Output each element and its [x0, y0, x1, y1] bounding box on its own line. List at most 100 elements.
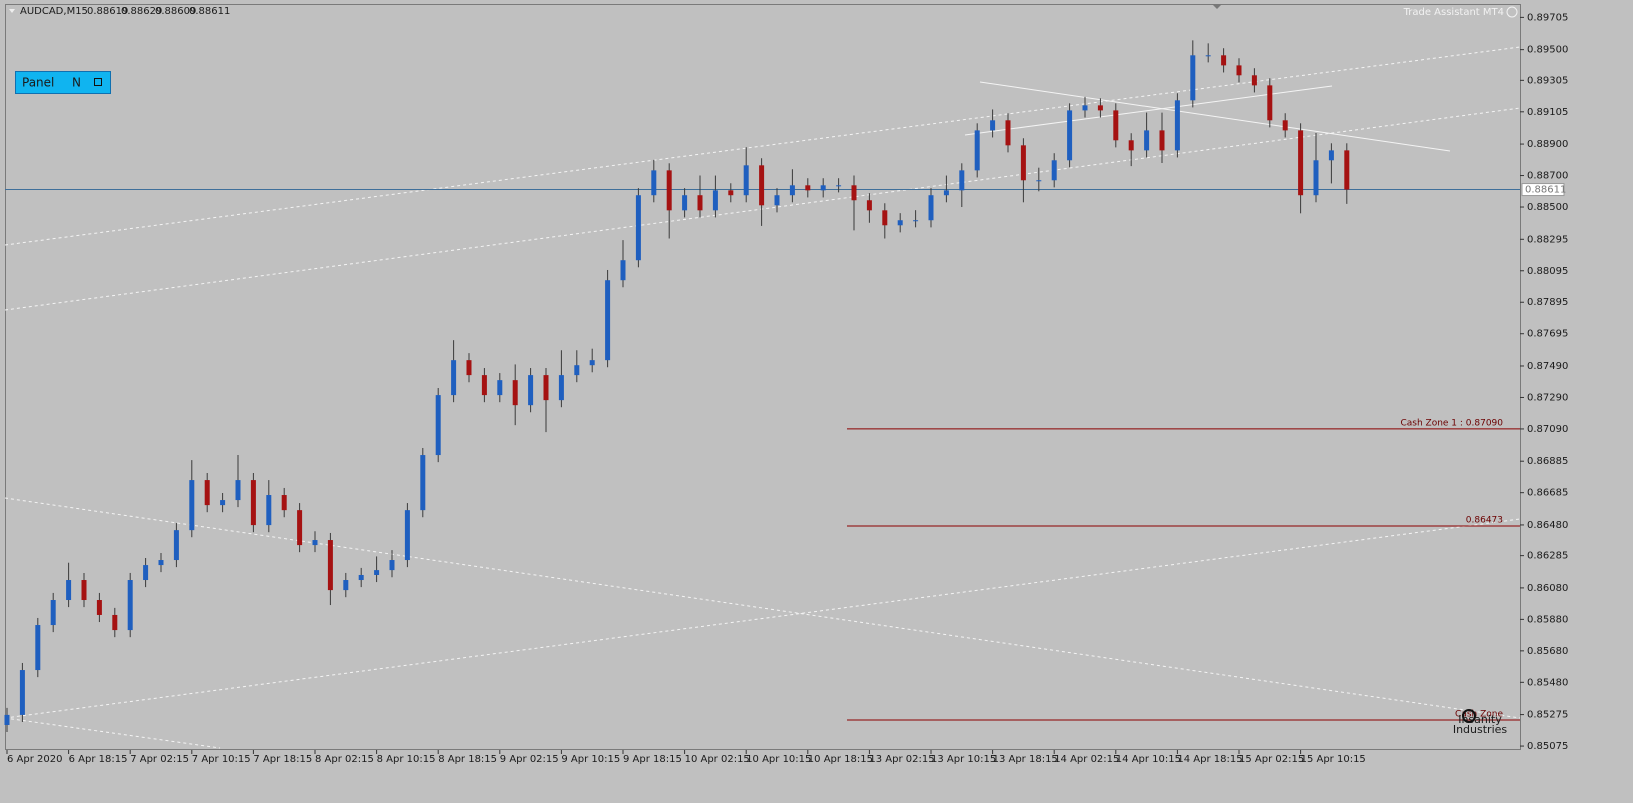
- x-tick-label: 7 Apr 02:15: [130, 754, 189, 765]
- panel-label[interactable]: Panel: [22, 76, 54, 90]
- candle-body: [404, 510, 410, 561]
- candle-body: [605, 280, 611, 361]
- candle-body: [250, 480, 256, 526]
- y-tick-label: 0.87695: [1527, 329, 1568, 340]
- ohlc-value: 0.88611: [189, 6, 230, 17]
- candle-body: [1005, 120, 1011, 146]
- candle-body: [1251, 75, 1257, 86]
- candle-body: [820, 185, 826, 191]
- candle-body: [96, 600, 102, 615]
- y-tick-label: 0.87490: [1527, 361, 1568, 372]
- panel-button[interactable]: Panel N: [15, 71, 111, 94]
- candle-body: [805, 185, 811, 191]
- candle-body: [574, 365, 580, 376]
- candle-body: [1051, 160, 1057, 181]
- candle-body: [851, 185, 857, 201]
- y-tick-label: 0.88700: [1527, 171, 1568, 182]
- candle-body: [497, 380, 503, 396]
- candle-body: [451, 360, 457, 396]
- panel-icon[interactable]: [94, 78, 102, 86]
- candle-body: [651, 170, 657, 196]
- x-tick-label: 14 Apr 18:15: [1177, 754, 1242, 765]
- y-tick-label: 0.89705: [1527, 12, 1568, 23]
- ohlc-value: 0.88609: [155, 6, 196, 17]
- candle-body: [1067, 110, 1073, 161]
- candle-body: [682, 195, 688, 211]
- candle-body: [1205, 55, 1211, 57]
- candle-body: [343, 580, 349, 591]
- y-tick-label: 0.88500: [1527, 202, 1568, 213]
- candle-body: [943, 190, 949, 196]
- candle-body: [358, 574, 364, 581]
- candle-body: [435, 395, 441, 456]
- candle-body: [620, 260, 626, 281]
- candle-body: [235, 480, 241, 501]
- candle-body: [204, 480, 210, 506]
- candle-body: [528, 375, 534, 406]
- candle-body: [374, 570, 380, 575]
- trendlines: [4, 46, 1521, 749]
- cash-zone-label: Cash Zone 1 : 0.87090: [1400, 418, 1503, 428]
- cash-zone-label: 0.86473: [1466, 516, 1503, 526]
- x-tick-label: 10 Apr 02:15: [685, 754, 750, 765]
- candle-body: [866, 200, 872, 211]
- candle-body: [1221, 55, 1227, 66]
- y-tick-label: 0.87895: [1527, 297, 1568, 308]
- candle-body: [728, 190, 734, 196]
- x-tick-label: 14 Apr 10:15: [1116, 754, 1181, 765]
- price-box: [1521, 183, 1565, 197]
- x-tick-label: 10 Apr 10:15: [746, 754, 811, 765]
- price-label: 0.88611: [1525, 185, 1566, 196]
- candles: [4, 40, 1350, 733]
- candle-body: [143, 565, 149, 581]
- panel-mode[interactable]: N: [72, 76, 81, 90]
- candle-body: [697, 195, 703, 211]
- y-tick-label: 0.88900: [1527, 139, 1568, 150]
- y-tick-label: 0.87090: [1527, 424, 1568, 435]
- candle-body: [974, 130, 980, 171]
- candle-body: [127, 580, 133, 631]
- candle-body: [666, 170, 672, 211]
- candle-body: [389, 560, 395, 571]
- logo-icon: [1462, 709, 1476, 723]
- candle-body: [1190, 55, 1196, 101]
- x-tick-label: 14 Apr 02:15: [1054, 754, 1119, 765]
- candle-body: [1128, 140, 1134, 151]
- candle-body: [327, 540, 333, 591]
- candle-body: [1328, 150, 1334, 161]
- x-tick-label: 8 Apr 02:15: [315, 754, 374, 765]
- candle-body: [81, 580, 87, 601]
- candle-body: [913, 220, 919, 222]
- x-tick-label: 6 Apr 18:15: [69, 754, 128, 765]
- candle-body: [19, 670, 25, 715]
- candle-body: [789, 185, 795, 196]
- y-tick-label: 0.88095: [1527, 266, 1568, 277]
- candle-body: [35, 625, 41, 671]
- candle-body: [1313, 160, 1319, 196]
- candle-body: [759, 165, 765, 206]
- trendline: [4, 717, 221, 749]
- candle-body: [1298, 130, 1304, 196]
- trendline: [4, 107, 1521, 311]
- panel-box[interactable]: [15, 71, 111, 94]
- candle-body: [281, 495, 287, 511]
- candle-body: [743, 165, 749, 196]
- plot-frame: [5, 4, 1521, 750]
- candle-body: [220, 500, 226, 506]
- x-tick-label: 13 Apr 02:15: [869, 754, 934, 765]
- x-tick-label: 9 Apr 10:15: [561, 754, 620, 765]
- candle-body: [312, 540, 318, 546]
- candle-body: [1267, 85, 1273, 121]
- candle-body: [1174, 100, 1180, 151]
- y-tick-label: 0.89105: [1527, 107, 1568, 118]
- menu-arrow[interactable]: [9, 9, 15, 13]
- x-tick-label: 15 Apr 02:15: [1239, 754, 1304, 765]
- trendline: [4, 46, 1521, 246]
- candle-body: [1344, 150, 1350, 190]
- candle-body: [543, 375, 549, 401]
- symbol: AUDCAD,M15: [20, 6, 88, 17]
- candle-body: [774, 195, 780, 206]
- candle-body: [897, 220, 903, 226]
- candle-body: [1113, 110, 1119, 141]
